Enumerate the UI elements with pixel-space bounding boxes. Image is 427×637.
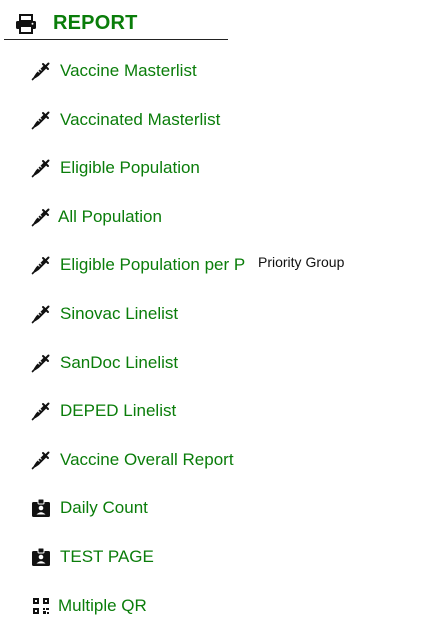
- syringe-icon: [30, 400, 52, 422]
- menu-item-label: Eligible Population: [60, 158, 200, 177]
- menu-item-multiple-qr[interactable]: Multiple QR: [30, 591, 147, 621]
- menu-item-label: All Population: [58, 207, 162, 226]
- menu-item-daily-count[interactable]: Daily Count: [30, 493, 148, 523]
- qr-code-icon: [30, 595, 52, 617]
- syringe-icon: [30, 254, 52, 276]
- syringe-icon: [30, 60, 52, 82]
- syringe-icon: [30, 449, 52, 471]
- menu-item-label: Daily Count: [60, 498, 148, 517]
- menu-item-label: TEST PAGE: [60, 547, 154, 566]
- id-badge-icon: [30, 497, 52, 519]
- menu-item-sinovac-linelist[interactable]: Sinovac Linelist: [30, 299, 178, 329]
- printer-icon: [16, 14, 36, 34]
- menu-item-sandoc-linelist[interactable]: SanDoc Linelist: [30, 348, 178, 378]
- menu-item-label: Multiple QR: [58, 596, 147, 615]
- syringe-icon: [30, 303, 52, 325]
- menu-item-vaccine-masterlist[interactable]: Vaccine Masterlist: [30, 56, 197, 86]
- menu-item-eligible-population-per-priority-group[interactable]: Eligible Population per P: [30, 250, 245, 280]
- menu-item-label: SanDoc Linelist: [60, 353, 179, 372]
- menu-item-test-page[interactable]: TEST PAGE: [30, 542, 154, 572]
- menu-item-eligible-population[interactable]: Eligible Population: [30, 153, 200, 183]
- syringe-icon: [30, 109, 52, 131]
- menu-item-label: Eligible Population per P: [60, 255, 246, 274]
- menu-item-tooltip: Priority Group: [252, 250, 351, 274]
- report-title: REPORT: [53, 12, 138, 34]
- menu-item-vaccinated-masterlist[interactable]: Vaccinated Masterlist: [30, 105, 220, 135]
- syringe-icon: [30, 352, 52, 374]
- menu-item-vaccine-overall-report[interactable]: Vaccine Overall Report: [30, 445, 234, 475]
- syringe-icon: [30, 206, 52, 228]
- menu-item-all-population[interactable]: All Population: [30, 202, 162, 232]
- syringe-icon: [30, 157, 52, 179]
- menu-item-label: Vaccinated Masterlist: [60, 110, 221, 129]
- menu-item-label: Vaccine Masterlist: [60, 61, 197, 80]
- menu-item-label: Vaccine Overall Report: [60, 450, 234, 469]
- menu-item-deped-linelist[interactable]: DEPED Linelist: [30, 396, 176, 426]
- menu-item-label: DEPED Linelist: [60, 401, 177, 420]
- id-badge-icon: [30, 546, 52, 568]
- report-section-header[interactable]: REPORT: [4, 8, 228, 40]
- menu-item-label: Sinovac Linelist: [60, 304, 179, 323]
